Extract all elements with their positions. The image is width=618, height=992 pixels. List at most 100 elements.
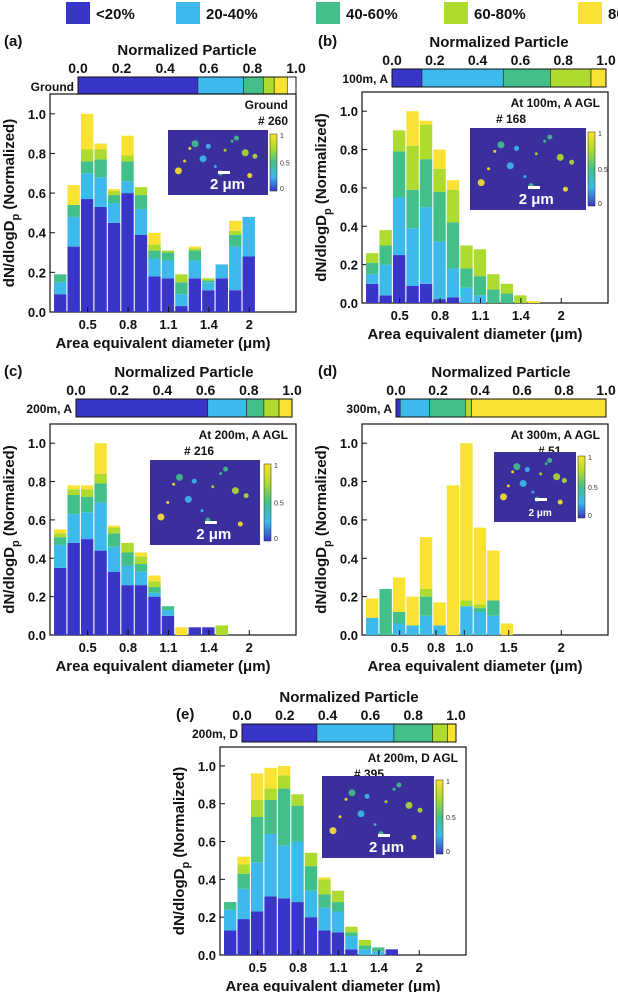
bar-segment [161,252,175,261]
bar-segment [134,585,148,635]
x-tick-label: 2 [416,960,423,975]
bar-segment [121,155,134,162]
bar-segment [107,527,121,534]
inset-particle [569,159,575,165]
bar-segment [406,228,419,286]
inset-particle [338,815,342,819]
fraction-tick-label: 0.0 [68,60,88,76]
y-tick-label: 0.8 [340,475,358,490]
bar-segment [107,546,121,572]
bar-segment [277,765,291,776]
y-axis-label-sub: p [322,540,334,547]
bar-segment [500,623,514,635]
bar-segment [473,527,487,605]
legend-label: <20% [96,6,135,23]
bar-segment [250,773,264,800]
inset-particle [547,457,553,463]
bar-segment [446,189,460,223]
bar-segment [487,600,500,616]
inset-particle [547,134,553,140]
fraction-segment [590,68,607,88]
x-axis-label: Area equivalent diameter (μm) [367,658,582,675]
inset-colorbar [587,131,596,207]
fraction-tick-label: 0.6 [199,60,219,76]
x-axis-label: Area equivalent diameter (μm) [367,326,582,343]
bar-segment [121,565,134,586]
bar-segment [94,206,107,312]
annotation-title: At 200m, D AGL [368,751,458,765]
x-tick-label: 0.5 [391,308,409,323]
inset-particle [513,463,521,471]
inset-particle [230,139,234,143]
inset-particle [405,801,413,809]
bar-segment [134,208,148,235]
x-tick-label: 0.5 [391,640,409,655]
colorbar-tick-label: 1 [598,131,602,138]
bar-segment [500,283,514,294]
inset-particle [417,807,423,813]
y-tick-label: 0.4 [340,219,359,234]
bar-segment [107,525,121,528]
bar-segment [148,581,161,588]
bar-segment [473,249,487,277]
legend-swatch [176,2,200,24]
inset-particle [486,167,490,171]
bar-segment [67,185,80,205]
inset-particle [199,155,207,163]
scale-bar [535,498,547,501]
x-tick-label: 1.4 [200,640,219,655]
panel-e: (e) Normalized Particle 0.0 0.2 0.4 0.6 0.8 1.0… [171,689,467,992]
bar-segment [304,852,318,867]
inset-colorbar [269,133,278,192]
inset-colorbar [263,463,272,542]
bar-segment [419,283,433,303]
bar-segment [345,936,358,950]
bar-segment [264,833,277,897]
bar-segment [202,627,215,635]
bar-segment [277,775,291,789]
bar-segment [202,282,215,291]
x-axis-label: Area equivalent diameter (μm) [55,335,270,352]
scale-bar [378,834,390,837]
y-axis-label-tail: (Normalized) [171,767,188,862]
bar-segment [392,255,406,303]
bar-segment [331,911,345,933]
bar-segment [331,932,345,955]
panels: (a) Normalized Particle 0.0 0.2 0.4 0.6 0.8 1.0… [1,33,616,992]
fraction-bar-frame [241,723,457,743]
inset-particle [523,175,527,179]
bar-segment [54,544,67,568]
bar-segment [345,926,358,933]
bar-segment [366,262,379,275]
y-tick-label: 1.0 [198,759,216,774]
inset-particle [176,473,184,481]
panel-label: (a) [4,33,22,50]
x-tick-label: 1.1 [159,640,177,655]
inset-particle [384,800,388,804]
inset-image [168,130,268,195]
y-tick-label: 0.8 [198,797,216,812]
legend-swatch [444,2,468,24]
inset-particle [157,513,165,521]
fraction-tick-label: 0.2 [112,60,132,76]
bar-segment [80,199,94,312]
bar-segment [304,890,318,918]
bar-segment [379,264,392,296]
fraction-segment [262,76,275,96]
bar-segment [446,485,460,635]
bar-segment [392,623,406,635]
bar-segment [175,627,188,635]
fraction-tick-label: 1.0 [286,60,306,76]
bar-segment [473,604,487,609]
x-tick-label: 2 [558,308,565,323]
bar-segment [358,949,372,955]
microscope-inset: 2 μm [322,776,434,858]
bar-segment [379,245,392,265]
y-axis-label-sub: p [10,214,22,221]
y-axis-label: dN/dlogDp (Normalized) [313,113,334,281]
y-axis-label-main: dN/dlogD [1,220,18,287]
bar-segment [419,124,433,160]
bar-segment [392,577,406,612]
bar-segment [419,207,433,284]
y-tick-label: 1.0 [340,436,358,451]
